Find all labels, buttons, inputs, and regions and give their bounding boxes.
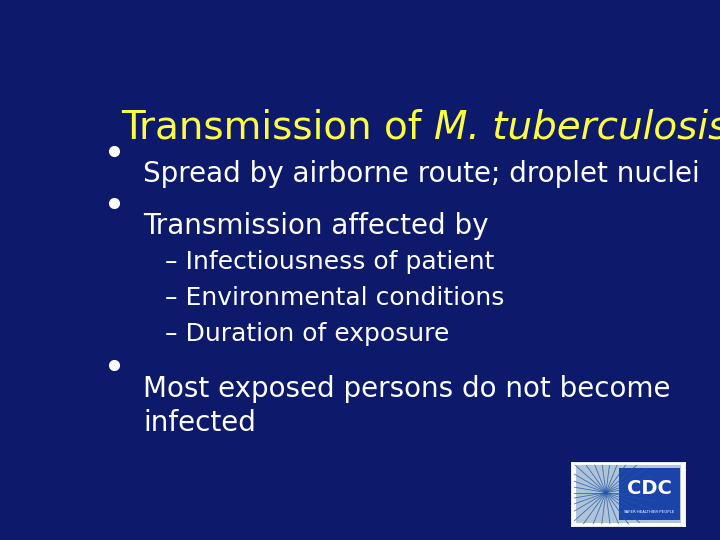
Text: SAFER·HEALTHIER·PEOPLE: SAFER·HEALTHIER·PEOPLE <box>624 510 675 515</box>
FancyBboxPatch shape <box>619 468 680 520</box>
Text: – Environmental conditions: – Environmental conditions <box>166 286 505 310</box>
Text: – Duration of exposure: – Duration of exposure <box>166 322 450 346</box>
Text: – Infectiousness of patient: – Infectiousness of patient <box>166 250 495 274</box>
Text: Spread by airborne route; droplet nuclei: Spread by airborne route; droplet nuclei <box>143 160 700 188</box>
Text: Transmission affected by: Transmission affected by <box>143 212 488 240</box>
Text: Transmission of: Transmission of <box>121 109 433 146</box>
Text: CDC: CDC <box>627 480 672 498</box>
Text: Most exposed persons do not become
infected: Most exposed persons do not become infec… <box>143 375 670 437</box>
Text: M. tuberculosis: M. tuberculosis <box>433 109 720 146</box>
